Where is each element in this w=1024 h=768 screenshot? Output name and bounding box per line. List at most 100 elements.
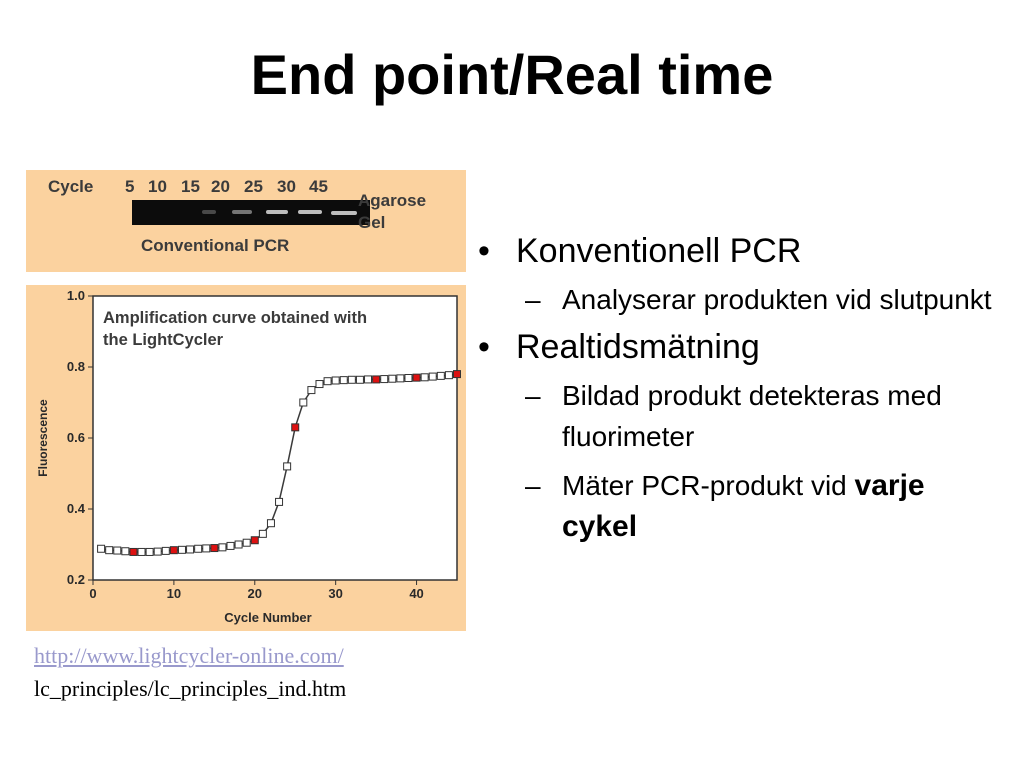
data-point bbox=[258, 529, 267, 538]
gel-image bbox=[132, 200, 370, 225]
gel-caption: Conventional PCR bbox=[141, 236, 290, 255]
y-tick-label: 0.8 bbox=[67, 359, 85, 374]
highlight-data-point bbox=[412, 373, 421, 382]
bullet-icon: • bbox=[478, 232, 490, 270]
data-point bbox=[121, 547, 130, 556]
data-point bbox=[153, 547, 162, 556]
sub-bullet-item: – Mäter PCR-produkt vid varje cykel bbox=[478, 465, 1008, 547]
sub-bullet-text: Mäter PCR-produkt vid bbox=[562, 470, 855, 501]
bullet-list: • Konventionell PCR – Analyserar produkt… bbox=[478, 232, 1008, 555]
plot-area bbox=[92, 295, 458, 581]
cycle-number: 25 bbox=[244, 177, 263, 196]
bullet-text: Realtidsmätning bbox=[516, 328, 760, 366]
y-axis-label: Fluorescence bbox=[36, 399, 50, 477]
highlight-data-point bbox=[169, 546, 178, 555]
data-point bbox=[266, 519, 275, 528]
chart-title-line: the LightCycler bbox=[103, 331, 224, 349]
x-tick-label: 20 bbox=[248, 586, 262, 601]
cycle-number: 15 bbox=[181, 177, 200, 196]
sub-bullet-text: Bildad produkt detekteras med fluorimete… bbox=[562, 380, 942, 452]
x-tick-label: 40 bbox=[409, 586, 423, 601]
x-tick-label: 10 bbox=[167, 586, 181, 601]
data-point bbox=[347, 375, 356, 384]
agarose-label: Agarose bbox=[358, 191, 427, 210]
data-point bbox=[428, 372, 437, 381]
data-point bbox=[420, 373, 429, 382]
sub-bullet-item: – Analyserar produkten vid slutpunkt bbox=[478, 279, 1008, 320]
data-point bbox=[283, 462, 292, 471]
highlight-data-point bbox=[250, 536, 259, 545]
slide-title: End point/Real time bbox=[250, 43, 774, 106]
data-point bbox=[380, 375, 389, 384]
y-tick-label: 0.6 bbox=[67, 430, 85, 445]
data-point bbox=[177, 545, 186, 554]
data-point bbox=[97, 544, 106, 553]
dash-icon: – bbox=[525, 380, 541, 411]
x-tick-label: 30 bbox=[328, 586, 342, 601]
emphasis-text: varje cykel bbox=[562, 469, 925, 543]
gel-band bbox=[202, 210, 216, 214]
cycle-number: 5 bbox=[125, 177, 135, 196]
data-point bbox=[242, 538, 251, 547]
data-point bbox=[161, 546, 170, 555]
gel-band bbox=[298, 210, 322, 214]
source-link[interactable]: http://www.lightcycler-online.com/ bbox=[34, 643, 344, 668]
data-point bbox=[194, 544, 203, 553]
x-tick-label: 0 bbox=[89, 586, 96, 601]
data-point bbox=[355, 375, 364, 384]
amplification-chart-panel: 0 10 20 30 40 0.2 0.4 0.6 0.8 1.0 Amplification c… bbox=[26, 285, 466, 631]
data-point bbox=[315, 380, 324, 389]
data-point bbox=[275, 497, 284, 506]
highlight-data-point bbox=[129, 547, 138, 556]
dash-icon: – bbox=[525, 284, 541, 315]
gel-band bbox=[331, 211, 357, 215]
data-point bbox=[307, 386, 316, 395]
data-point bbox=[186, 545, 195, 554]
data-point bbox=[105, 546, 114, 555]
y-tick-label: 0.4 bbox=[67, 501, 86, 516]
data-point bbox=[323, 377, 332, 386]
data-point bbox=[234, 540, 243, 549]
data-point bbox=[113, 546, 122, 555]
chart-title-line: Amplification curve obtained with bbox=[103, 309, 367, 327]
highlight-data-point bbox=[210, 544, 219, 553]
data-point bbox=[218, 543, 227, 552]
bullet-item: • Realtidsmätning bbox=[478, 328, 1008, 367]
bullet-item: • Konventionell PCR bbox=[478, 232, 1008, 271]
data-point bbox=[364, 375, 373, 384]
cycle-number: 10 bbox=[148, 177, 167, 196]
gel-band bbox=[266, 210, 288, 214]
y-tick-label: 1.0 bbox=[67, 288, 85, 303]
sub-bullet-item: – Bildad produkt detekteras med fluorime… bbox=[478, 375, 1008, 457]
data-point bbox=[145, 547, 154, 556]
data-point bbox=[299, 398, 308, 407]
gel-label: Gel bbox=[358, 213, 386, 232]
data-point bbox=[444, 371, 453, 380]
data-point bbox=[404, 374, 413, 383]
cycle-number: 45 bbox=[309, 177, 328, 196]
dash-icon: – bbox=[525, 470, 541, 501]
agarose-gel-panel: Cycle 5 10 15 20 25 30 45 Agarose Gel Co… bbox=[26, 170, 466, 272]
x-axis-label: Cycle Number bbox=[224, 610, 311, 625]
highlight-data-point bbox=[291, 423, 300, 432]
highlight-data-point bbox=[453, 370, 461, 379]
data-point bbox=[202, 544, 211, 553]
bullet-text: Konventionell PCR bbox=[516, 232, 802, 270]
highlight-data-point bbox=[372, 375, 381, 384]
data-point bbox=[137, 547, 146, 556]
y-tick-label: 0.2 bbox=[67, 572, 85, 587]
data-point bbox=[226, 541, 235, 550]
data-point bbox=[436, 371, 445, 380]
gel-band bbox=[232, 210, 252, 214]
amplification-chart: 0 10 20 30 40 0.2 0.4 0.6 0.8 1.0 Amplification c… bbox=[36, 288, 461, 625]
cycle-number: 30 bbox=[277, 177, 296, 196]
data-point bbox=[388, 374, 397, 383]
bullet-icon: • bbox=[478, 328, 490, 366]
source-path: lc_principles/lc_principles_ind.htm bbox=[34, 676, 347, 701]
data-point bbox=[396, 374, 405, 383]
data-point bbox=[331, 376, 340, 385]
cycle-label: Cycle bbox=[48, 177, 94, 196]
cycle-number: 20 bbox=[211, 177, 230, 196]
data-point bbox=[339, 376, 348, 385]
sub-bullet-text: Analyserar produkten vid slutpunkt bbox=[562, 284, 992, 315]
